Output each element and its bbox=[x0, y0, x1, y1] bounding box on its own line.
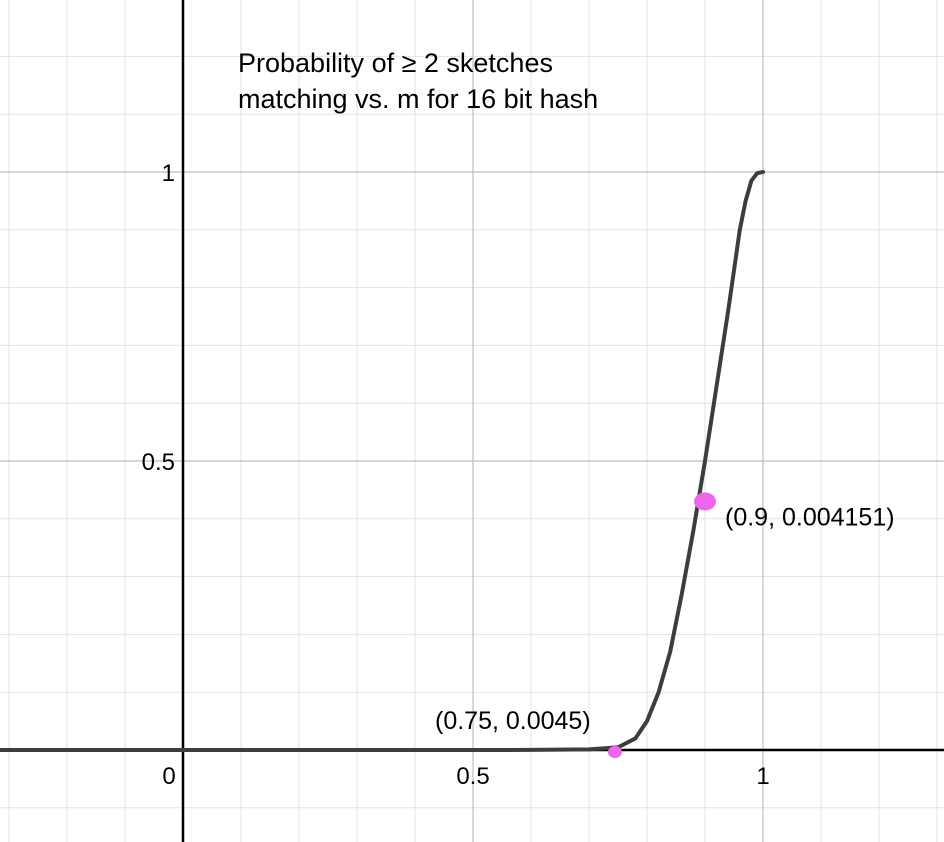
chart-title: Probability of ≥ 2 sketches matching vs. … bbox=[238, 48, 598, 114]
y-tick-label: 0.5 bbox=[142, 449, 175, 476]
y-tick-label: 1 bbox=[162, 160, 175, 187]
series-line bbox=[0, 170, 765, 752]
chart-title-line: matching vs. m for 16 bit hash bbox=[238, 84, 598, 114]
x-tick-label: 0.5 bbox=[456, 763, 489, 790]
highlight-point-label: (0.9, 0.004151) bbox=[725, 503, 895, 531]
x-tick-label: 1 bbox=[756, 763, 769, 790]
chart-title-line: Probability of ≥ 2 sketches bbox=[238, 48, 553, 78]
x-tick-label: 0 bbox=[162, 763, 175, 790]
highlight-point-label: (0.75, 0.0045) bbox=[435, 707, 591, 735]
highlight-point-marker bbox=[608, 746, 622, 758]
tick-labels: 0 0.5 1 0.5 1 bbox=[142, 160, 770, 790]
highlighted-points: (0.75, 0.0045) (0.9, 0.004151) bbox=[435, 492, 895, 758]
highlight-point-marker bbox=[694, 492, 716, 511]
series-layer bbox=[0, 170, 765, 752]
